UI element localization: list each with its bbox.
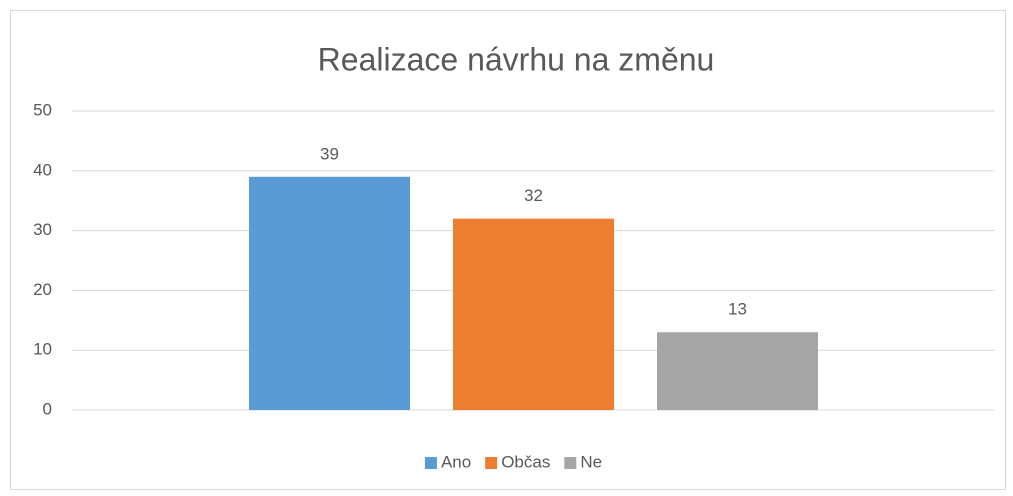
legend-swatch	[424, 457, 437, 469]
data-label: 32	[524, 186, 543, 205]
data-label: 13	[728, 300, 747, 319]
data-label: 39	[320, 144, 339, 163]
y-tick-label: 50	[33, 100, 52, 119]
bar	[657, 332, 818, 410]
legend-label: Občas	[501, 452, 550, 471]
legend-swatch	[564, 457, 577, 469]
legend-label: Ano	[441, 452, 471, 471]
y-tick-label: 30	[33, 220, 52, 239]
legend-label: Ne	[580, 452, 602, 471]
y-tick-label: 10	[33, 340, 52, 359]
bar	[249, 176, 410, 410]
y-tick-label: 20	[33, 280, 52, 299]
y-tick-label: 0	[43, 399, 52, 418]
bar	[453, 218, 614, 410]
y-tick-label: 40	[33, 160, 52, 179]
legend-swatch	[485, 457, 498, 469]
chart-title: Realizace návrhu na změnu	[318, 41, 715, 77]
